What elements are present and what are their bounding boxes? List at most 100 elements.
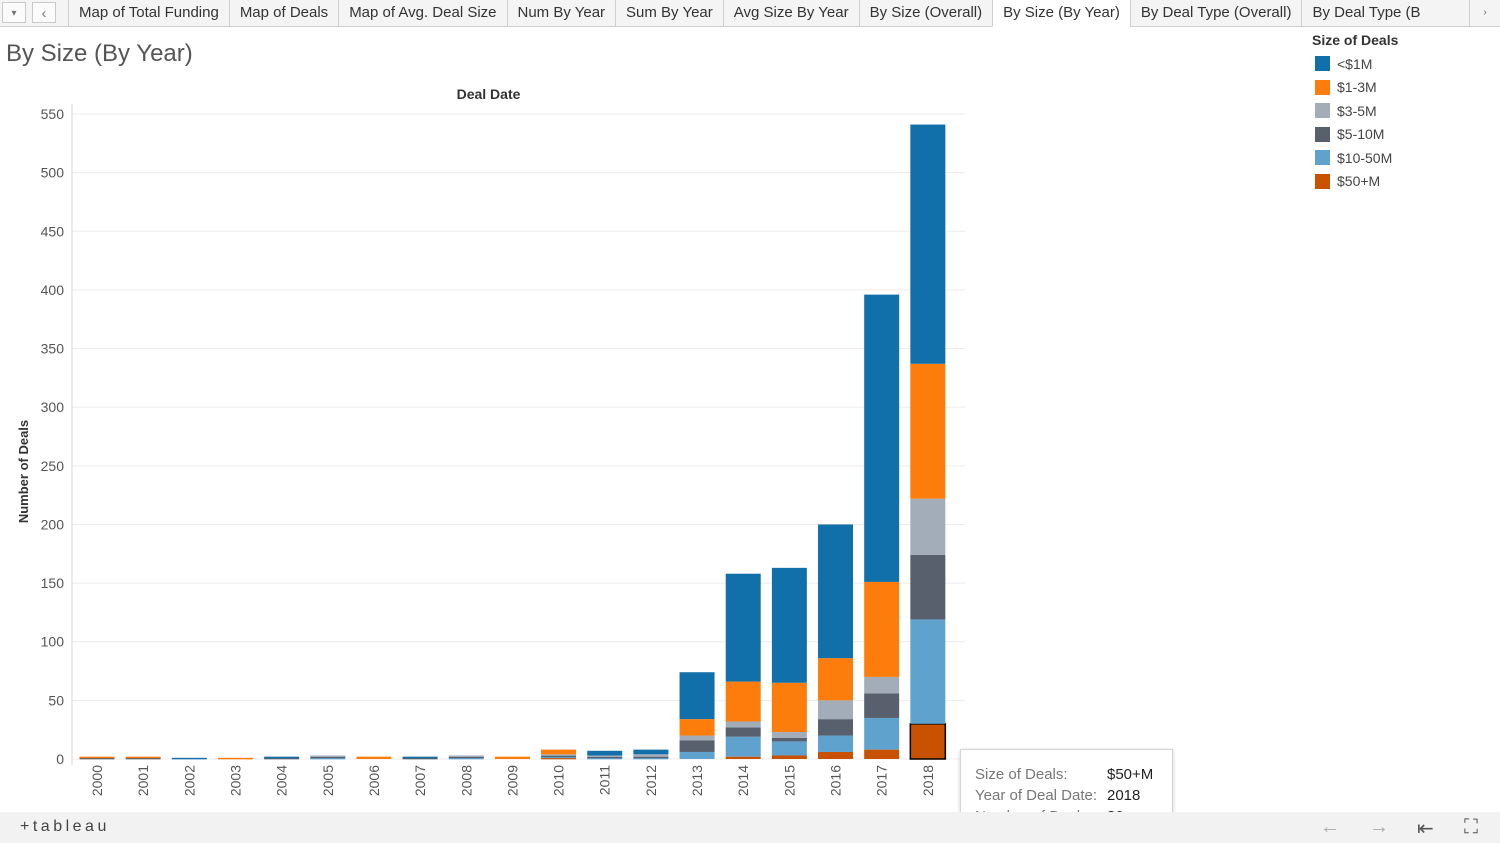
- undo-arrow-icon[interactable]: ←: [1320, 816, 1340, 838]
- bar-segment[interactable]: [771, 737, 807, 742]
- bar-segment[interactable]: [541, 756, 577, 759]
- bar-segment[interactable]: [633, 749, 669, 755]
- bar-segment[interactable]: [79, 756, 115, 759]
- bar-segment[interactable]: [448, 757, 484, 760]
- bar-segment[interactable]: [725, 756, 761, 759]
- tab-menu-dropdown-icon[interactable]: ▾: [2, 2, 26, 23]
- tab-sheet[interactable]: By Size (Overall): [858, 0, 993, 26]
- bar-segment[interactable]: [402, 756, 438, 759]
- bar-segment[interactable]: [909, 723, 947, 760]
- bar-segment[interactable]: [725, 727, 761, 737]
- legend-label: $1-3M: [1337, 79, 1377, 96]
- bar-segment[interactable]: [171, 757, 207, 760]
- bar-segment[interactable]: [818, 735, 854, 752]
- bar-segment[interactable]: [494, 756, 530, 759]
- bar-segment[interactable]: [310, 756, 346, 759]
- bar-segment[interactable]: [818, 700, 854, 720]
- bar-segment[interactable]: [264, 757, 300, 760]
- bar-segment[interactable]: [541, 757, 577, 760]
- bar-segment[interactable]: [725, 573, 761, 682]
- bar-segment[interactable]: [448, 756, 484, 759]
- tab-sheet[interactable]: Map of Total Funding: [68, 0, 229, 26]
- chart-area: Deal Date 0 50 100 150 200 250 300 350 400 450 500 5…: [0, 80, 970, 817]
- bar-segment[interactable]: [541, 749, 577, 755]
- bar-segment[interactable]: [679, 719, 715, 736]
- legend-item[interactable]: $50+M: [1312, 170, 1398, 194]
- bar-segment[interactable]: [725, 736, 761, 757]
- bar-segment[interactable]: [771, 755, 807, 759]
- tab-sheet[interactable]: By Deal Type (Overall): [1129, 0, 1302, 26]
- legend-item[interactable]: $5-10M: [1312, 123, 1398, 147]
- bar-segment[interactable]: [310, 757, 346, 760]
- tooltip-value: $50+M: [1107, 766, 1154, 783]
- bar-segment[interactable]: [633, 756, 669, 759]
- bar-segment[interactable]: [725, 681, 761, 722]
- bar-segment[interactable]: [910, 554, 946, 620]
- bar-segment[interactable]: [541, 754, 577, 756]
- bar-segment[interactable]: [679, 751, 715, 759]
- tab-scroll-left-icon[interactable]: ‹: [32, 2, 56, 23]
- tooltip-key: Year of Deal Date:: [975, 787, 1098, 804]
- bar-segment[interactable]: [725, 721, 761, 728]
- bar-segment[interactable]: [818, 524, 854, 659]
- bar-segment[interactable]: [310, 755, 346, 757]
- bar-segment[interactable]: [818, 751, 854, 759]
- bar-segment[interactable]: [910, 498, 946, 555]
- bar-segment[interactable]: [771, 567, 807, 683]
- y-tick-label: 500: [41, 165, 65, 181]
- y-tick-label: 250: [41, 458, 65, 474]
- bar-segment[interactable]: [910, 124, 946, 364]
- bar-segment[interactable]: [587, 750, 623, 756]
- bar-segment[interactable]: [402, 757, 438, 760]
- bar-segment[interactable]: [633, 757, 669, 760]
- bar-segment[interactable]: [864, 676, 900, 694]
- tab-sheet[interactable]: Map of Deals: [228, 0, 339, 26]
- tooltip-row-size: Size of Deals: $50+M: [975, 766, 1153, 783]
- tab-sheet[interactable]: Map of Avg. Deal Size: [338, 0, 507, 26]
- bar-segment[interactable]: [864, 581, 900, 677]
- bar-segment[interactable]: [864, 749, 900, 759]
- bar-segment[interactable]: [864, 693, 900, 718]
- bar-segment[interactable]: [633, 754, 669, 757]
- bar-segment[interactable]: [125, 757, 161, 760]
- bar-segment[interactable]: [818, 658, 854, 701]
- bar-segment[interactable]: [217, 757, 253, 760]
- bar-segment[interactable]: [125, 756, 161, 759]
- tab-sheet[interactable]: Avg Size By Year: [722, 0, 859, 26]
- bar-segment[interactable]: [864, 294, 900, 582]
- bar-segment[interactable]: [818, 719, 854, 736]
- revert-icon[interactable]: ⇤: [1417, 818, 1434, 840]
- fullscreen-icon[interactable]: ⛶: [1464, 816, 1478, 838]
- bar-segment[interactable]: [910, 619, 946, 724]
- y-axis-title: Number of Deals: [16, 420, 31, 523]
- bar-segment[interactable]: [356, 756, 392, 759]
- bar-segment[interactable]: [771, 732, 807, 738]
- bar-segment[interactable]: [679, 735, 715, 741]
- tab-sheet[interactable]: By Size (By Year): [992, 0, 1130, 27]
- bar-segment[interactable]: [679, 672, 715, 720]
- tab-sheet[interactable]: Sum By Year: [615, 0, 723, 26]
- redo-arrow-icon[interactable]: →: [1369, 816, 1389, 838]
- bar-segment[interactable]: [910, 363, 946, 499]
- x-tick-label: 2006: [366, 765, 382, 796]
- bar-segment[interactable]: [587, 756, 623, 759]
- legend-item[interactable]: $1-3M: [1312, 76, 1398, 100]
- bar-segment[interactable]: [541, 755, 577, 757]
- bar-segment[interactable]: [587, 755, 623, 757]
- bar-segment[interactable]: [864, 717, 900, 750]
- legend-item[interactable]: <$1M: [1312, 52, 1398, 76]
- bar-segment[interactable]: [771, 741, 807, 756]
- tab-scroll-right-icon[interactable]: ›: [1469, 0, 1500, 26]
- sheet-tabs: Map of Total Funding Map of Deals Map of A…: [68, 0, 1431, 27]
- bar-segment[interactable]: [587, 757, 623, 760]
- bar-segment[interactable]: [679, 740, 715, 752]
- legend-item[interactable]: $3-5M: [1312, 99, 1398, 123]
- bar-segment[interactable]: [771, 682, 807, 733]
- legend-item[interactable]: $10-50M: [1312, 146, 1398, 170]
- tab-sheet[interactable]: Num By Year: [506, 0, 616, 26]
- bar-segment[interactable]: [264, 756, 300, 759]
- bar-segment[interactable]: [79, 757, 115, 760]
- tab-sheet[interactable]: By Deal Type (B: [1301, 0, 1431, 26]
- bar-segment[interactable]: [448, 755, 484, 757]
- footer-toolbar: +tableau ← → ⇤ ⛶: [0, 812, 1500, 843]
